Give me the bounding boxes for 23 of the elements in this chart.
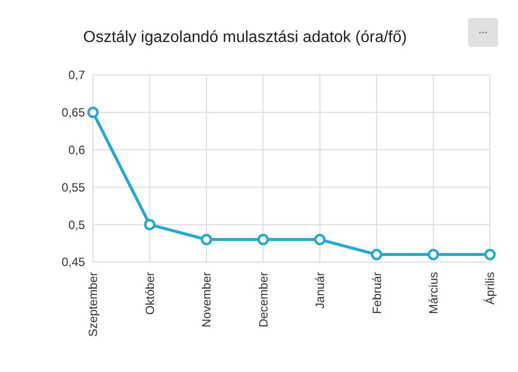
point <box>257 234 269 246</box>
x-tick-label: Január <box>313 272 328 309</box>
x-tick-label: December <box>256 272 270 328</box>
point <box>370 248 382 260</box>
x-tick-label: November <box>200 272 214 328</box>
x-tick-label: Február <box>370 272 384 314</box>
point <box>428 248 440 260</box>
y-tick-label: 0,7 <box>68 68 86 82</box>
y-tick-label: 0,55 <box>62 180 86 194</box>
point <box>484 248 496 260</box>
x-tick-label: Április <box>483 272 498 305</box>
point <box>87 106 99 118</box>
y-tick-label: 0,45 <box>62 255 86 270</box>
point <box>314 234 326 246</box>
y-tick-label: 0,6 <box>68 143 86 157</box>
x-tick-label: Március <box>426 272 440 314</box>
x-tick-label: Szeptember <box>86 272 100 337</box>
point <box>144 218 156 230</box>
y-tick-label: 0,65 <box>62 106 86 120</box>
chart-title: Osztály igazolandó mulasztási adatok (óra/fő) <box>83 29 407 46</box>
y-tick-label: 0,5 <box>68 218 86 232</box>
point <box>200 234 212 246</box>
x-tick-label: Október <box>142 272 157 315</box>
